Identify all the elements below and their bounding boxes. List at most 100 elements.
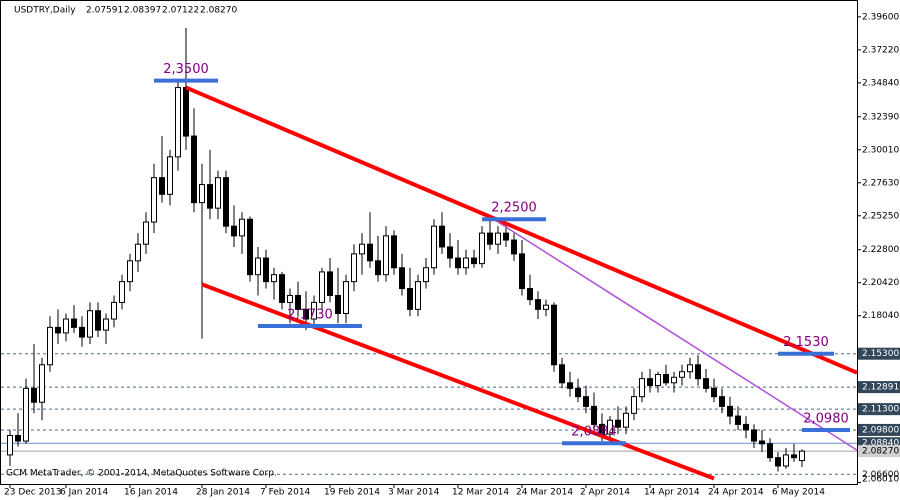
candle-body	[463, 257, 469, 269]
symbol: USDTRY,Daily	[14, 6, 76, 16]
candle-body	[735, 415, 741, 425]
trendline	[497, 221, 858, 451]
candle-body	[359, 243, 365, 255]
level-label: 2.08840	[862, 439, 899, 449]
candle-body	[175, 87, 181, 158]
candle-body	[303, 308, 309, 320]
candle-body	[47, 326, 53, 366]
candle-body	[207, 184, 213, 209]
candle-body	[159, 177, 165, 195]
candle-body	[607, 419, 613, 435]
header-open: 2.07591	[86, 6, 123, 16]
candle-body	[247, 218, 253, 276]
annotation-label: 2,3500	[163, 62, 209, 77]
x-tick-label: 24 Mar 2014	[516, 488, 573, 498]
candle-body	[55, 326, 61, 334]
x-tick-label: 6 May 2014	[772, 488, 825, 498]
candle-body	[7, 434, 13, 456]
candle-body	[295, 294, 301, 310]
candle-body	[551, 304, 557, 366]
candle-body	[791, 454, 797, 459]
candle-body	[95, 310, 101, 331]
y-tick-label: 2.30010	[862, 145, 899, 155]
y-tick-label: 2.34840	[862, 78, 899, 88]
candle-body	[367, 243, 373, 262]
candle-body	[727, 405, 733, 417]
candle-body	[591, 405, 597, 425]
candle-body	[767, 443, 773, 459]
candle-body	[783, 454, 789, 467]
level-label-box	[858, 347, 900, 360]
candle-body	[127, 260, 133, 283]
level-label: 2.08270	[862, 447, 899, 457]
y-tick-label: 2.27630	[862, 178, 899, 188]
candle-body	[487, 232, 493, 245]
candle-body	[31, 387, 37, 403]
candle-body	[527, 288, 533, 301]
candle-body	[639, 378, 645, 398]
candle-body	[423, 267, 429, 283]
candle-body	[671, 376, 677, 384]
x-tick-label: 2 Apr 2014	[580, 488, 630, 498]
candle-body	[391, 235, 397, 269]
candle-body	[191, 135, 197, 204]
annotation-label: 2,0980	[803, 411, 849, 426]
candle-body	[287, 294, 293, 303]
trendline	[201, 282, 715, 481]
candle-body	[615, 419, 621, 428]
candle-body	[343, 281, 349, 315]
candle-body	[583, 396, 589, 407]
candle-body	[431, 225, 437, 269]
x-tick-label: 12 Mar 2014	[452, 488, 509, 498]
level-label: 2.12891	[862, 383, 899, 393]
annotation-label: 2,0884	[571, 425, 617, 440]
candle-body	[311, 301, 317, 320]
candle-body	[71, 318, 77, 328]
candle-body	[39, 364, 45, 403]
level-label: 2.06600	[862, 470, 899, 480]
header-close: 2.08270	[200, 6, 237, 16]
y-tick-label: 2.06010	[862, 475, 899, 485]
candle-body	[279, 274, 285, 303]
candle-body	[151, 177, 157, 223]
candle-body	[743, 423, 749, 431]
candle-body	[447, 246, 453, 259]
candle-body	[231, 225, 237, 237]
candle-body	[215, 177, 221, 209]
footer: GCM MetaTrader, © 2001-2014, MetaQuotes …	[6, 469, 277, 479]
candle-body	[375, 260, 381, 276]
level-label-box	[858, 381, 900, 394]
candle-body	[407, 288, 413, 310]
candle-body	[167, 156, 173, 195]
candle-body	[631, 396, 637, 414]
x-tick-label: 6 Jan 2014	[60, 488, 108, 498]
candle-body	[143, 221, 149, 245]
candle-body	[759, 440, 765, 445]
candle-body	[319, 271, 325, 303]
candle-body	[399, 267, 405, 290]
candle-body	[703, 378, 709, 389]
candle-body	[271, 274, 277, 283]
candle-body	[383, 235, 389, 276]
x-tick-label: 24 Apr 2014	[708, 488, 764, 498]
y-tick-label: 2.25250	[862, 211, 899, 221]
candle-body	[711, 387, 717, 398]
candle-body	[471, 257, 477, 265]
candle-body	[535, 299, 541, 310]
candle-body	[655, 373, 661, 387]
candle-body	[567, 382, 573, 389]
annotation-label: 2,2500	[491, 201, 537, 216]
candle-body	[439, 225, 445, 248]
candle-body	[575, 387, 581, 398]
candle-body	[119, 281, 125, 303]
annotation-label: 2,1530	[783, 335, 829, 350]
x-tick-label: 14 Apr 2014	[644, 488, 700, 498]
candle-body	[479, 232, 485, 265]
candle-body	[623, 412, 629, 428]
candle-body	[503, 232, 509, 241]
candle-body	[327, 271, 333, 296]
y-tick-label: 2.18040	[862, 311, 899, 321]
candle-body	[695, 364, 701, 380]
y-tick-label: 2.22800	[862, 245, 899, 255]
